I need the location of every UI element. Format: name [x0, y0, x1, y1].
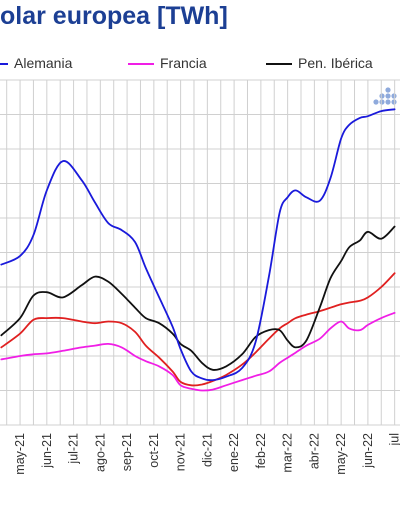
- series-line-francia: [0, 312, 396, 392]
- x-tick-label: nov-21: [174, 433, 188, 471]
- logo-dot: [385, 87, 391, 93]
- series-line-alemania: [0, 108, 396, 382]
- dots-logo-icon: [373, 87, 397, 105]
- x-tick-label: feb-22: [254, 433, 268, 468]
- x-tick-label: jun-22: [361, 433, 375, 469]
- x-tick-label: ene-22: [227, 433, 241, 472]
- grid: [0, 79, 400, 426]
- x-tick-label: dic-21: [200, 433, 214, 467]
- logo-dot: [391, 93, 397, 99]
- logo-dot: [385, 93, 391, 99]
- legend-swatch: [0, 63, 8, 65]
- series-line-pen-ib-rica: [0, 225, 396, 371]
- legend-label: Pen. Ibérica: [298, 55, 373, 71]
- legend-swatch: [266, 63, 292, 65]
- x-tick-label: may-21: [13, 433, 27, 475]
- x-tick-label: jun-21: [40, 433, 54, 469]
- x-axis-tick-labels: may-21 jun-21 jul-21 ago-21 sep-21 oct-21 nov-…: [13, 433, 400, 475]
- legend-label: Alemania: [14, 55, 73, 71]
- legend-label: Francia: [160, 55, 207, 71]
- x-tick-label: sep-21: [120, 433, 134, 471]
- x-tick-label: abr-22: [307, 433, 321, 469]
- x-tick-label: jul-21: [67, 433, 81, 465]
- logo-dot: [379, 93, 385, 99]
- logo-dot: [385, 99, 391, 105]
- logo-dot: [373, 99, 379, 105]
- series-group: [0, 108, 396, 392]
- x-tick-label: oct-21: [147, 433, 161, 468]
- logo-dot: [379, 99, 385, 105]
- x-tick-label: may-22: [334, 433, 348, 475]
- legend-swatch: [128, 63, 154, 65]
- logo-dot: [391, 99, 397, 105]
- x-tick-label: jul: [388, 433, 400, 447]
- x-tick-label: ago-21: [93, 433, 107, 472]
- x-tick-label: mar-22: [281, 433, 295, 473]
- chart-title: olar europea [TWh]: [0, 2, 228, 30]
